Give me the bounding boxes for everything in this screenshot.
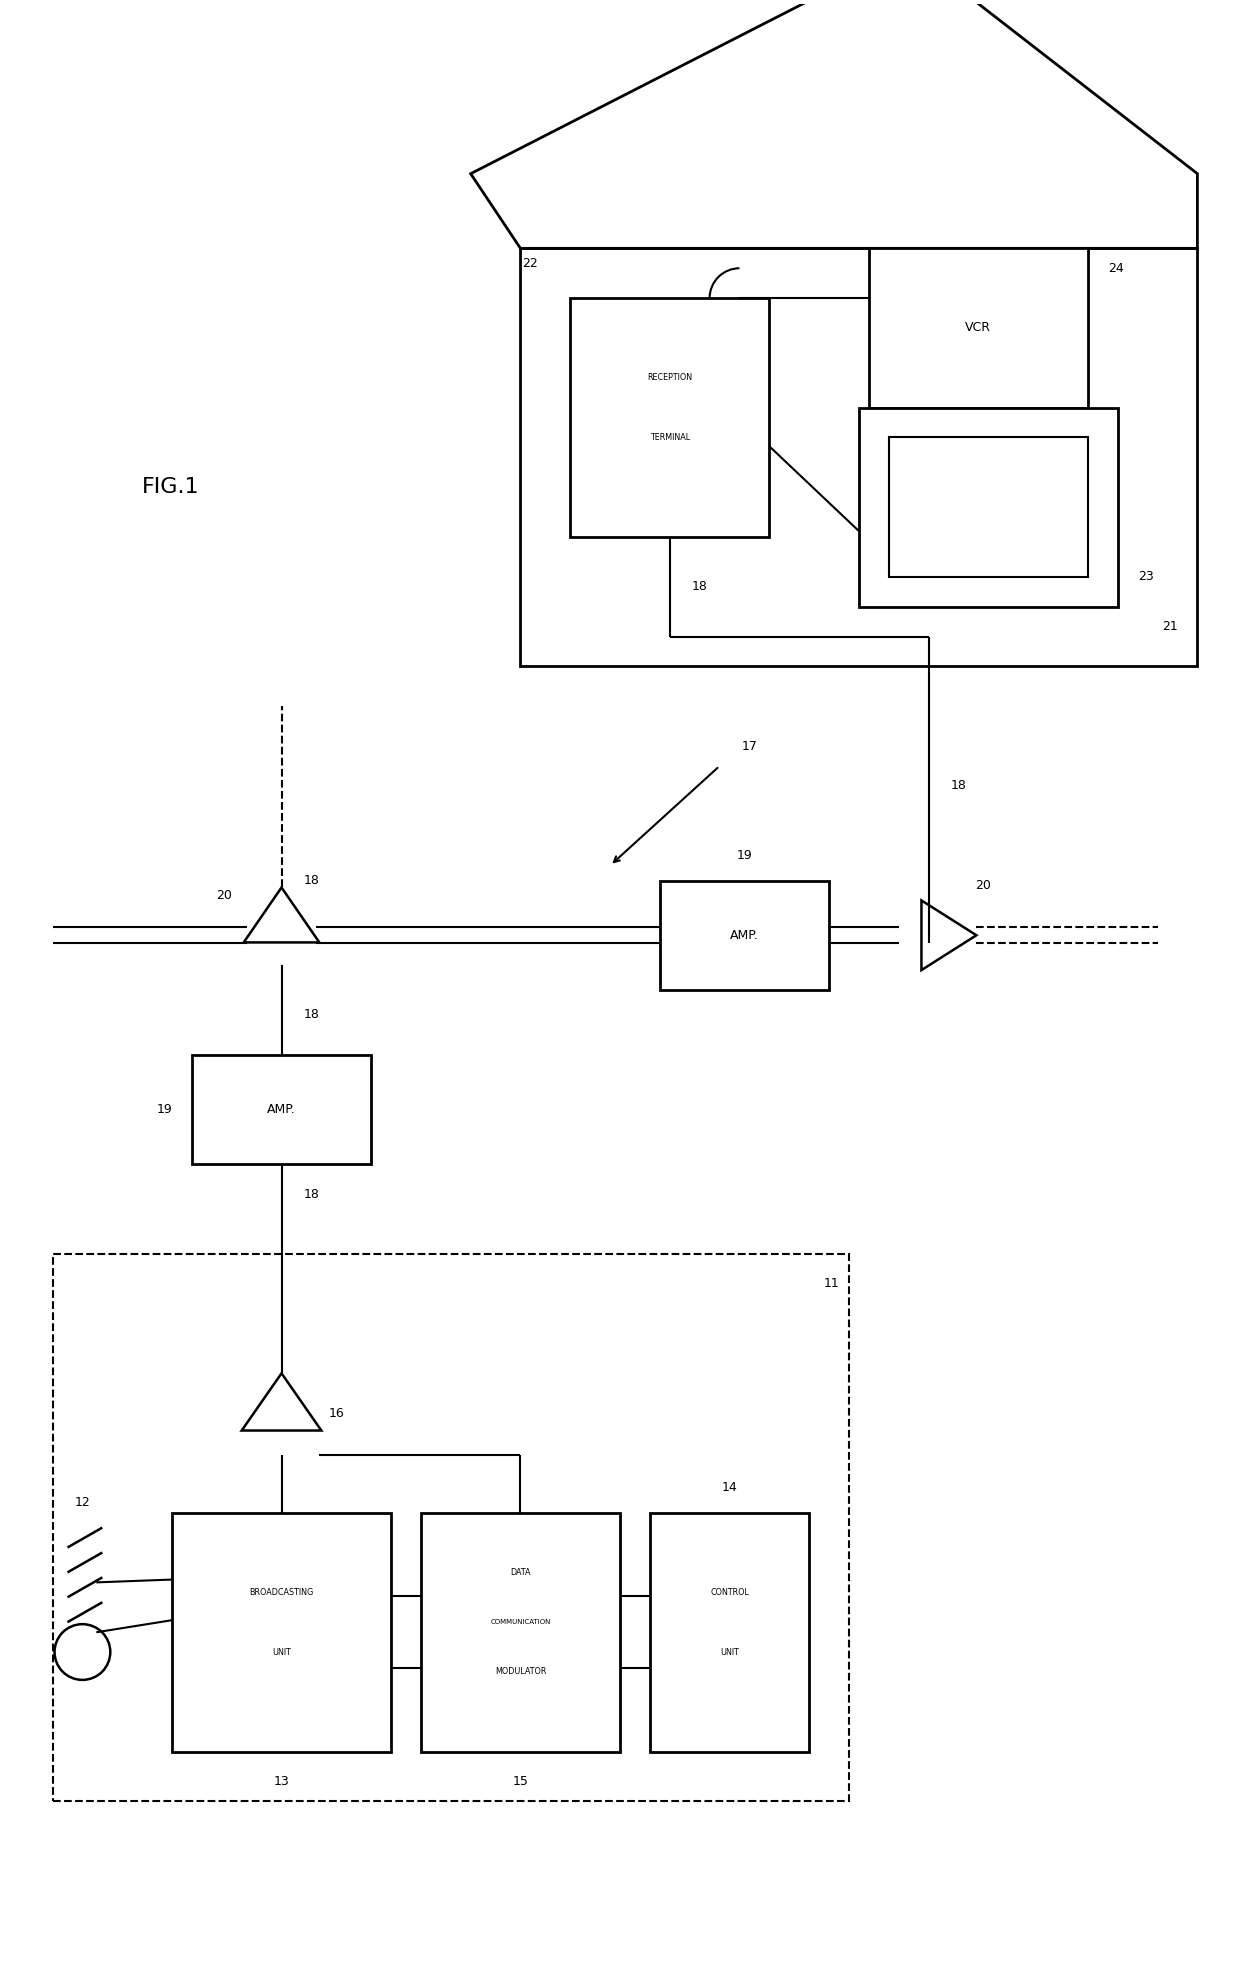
Text: UNIT: UNIT [720, 1648, 739, 1657]
Polygon shape [244, 887, 320, 943]
Text: 16: 16 [329, 1407, 345, 1419]
Bar [420, 1513, 620, 1751]
Text: 20: 20 [976, 879, 991, 891]
Text: 20: 20 [216, 889, 232, 901]
Bar [889, 437, 1087, 578]
Bar [521, 248, 1198, 667]
Text: VCR: VCR [966, 322, 992, 335]
Polygon shape [242, 1374, 321, 1431]
Polygon shape [921, 901, 976, 971]
Text: 18: 18 [692, 580, 708, 594]
Text: TERMINAL: TERMINAL [650, 433, 689, 443]
Text: 11: 11 [823, 1276, 839, 1290]
Text: AMP.: AMP. [730, 929, 759, 941]
Text: AMP.: AMP. [267, 1104, 296, 1116]
Text: 22: 22 [522, 256, 538, 270]
Text: 18: 18 [304, 1187, 320, 1201]
Bar [172, 1513, 391, 1751]
Text: RECEPTION: RECEPTION [647, 373, 692, 383]
Text: DATA: DATA [510, 1568, 531, 1576]
Bar [192, 1054, 371, 1165]
Text: MODULATOR: MODULATOR [495, 1667, 546, 1677]
Text: COMMUNICATION: COMMUNICATION [490, 1620, 551, 1626]
Bar [570, 298, 769, 538]
Text: 14: 14 [722, 1481, 738, 1495]
Bar [660, 881, 830, 991]
Text: 24: 24 [1107, 262, 1123, 274]
Text: 13: 13 [274, 1775, 289, 1788]
Text: BROADCASTING: BROADCASTING [249, 1588, 314, 1596]
Text: 23: 23 [1137, 570, 1153, 584]
Text: 12: 12 [74, 1497, 91, 1509]
Bar [650, 1513, 810, 1751]
Bar [52, 1255, 849, 1800]
Text: FIG.1: FIG.1 [143, 476, 200, 498]
Text: 19: 19 [156, 1104, 172, 1116]
Polygon shape [471, 0, 1198, 248]
Bar [859, 407, 1117, 607]
Text: 17: 17 [742, 740, 758, 752]
Text: UNIT: UNIT [272, 1648, 291, 1657]
Text: 18: 18 [951, 780, 966, 792]
Text: 21: 21 [1162, 619, 1178, 633]
Bar [869, 248, 1087, 407]
Text: 15: 15 [512, 1775, 528, 1788]
Text: 18: 18 [304, 1008, 320, 1022]
Text: CONTROL: CONTROL [711, 1588, 749, 1596]
Text: 18: 18 [304, 873, 320, 887]
Text: 19: 19 [737, 850, 753, 861]
